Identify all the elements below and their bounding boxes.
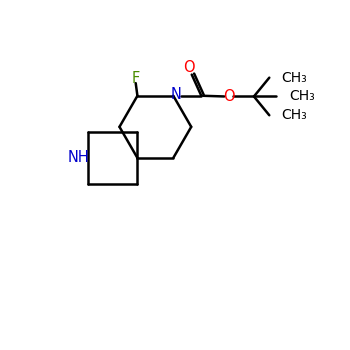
Text: O: O: [183, 60, 195, 75]
Text: N: N: [170, 86, 181, 102]
Text: CH₃: CH₃: [281, 71, 307, 85]
Text: NH: NH: [68, 150, 90, 166]
Text: O: O: [223, 89, 235, 104]
Text: F: F: [132, 70, 140, 85]
Text: CH₃: CH₃: [281, 108, 307, 122]
Text: CH₃: CH₃: [289, 90, 315, 104]
